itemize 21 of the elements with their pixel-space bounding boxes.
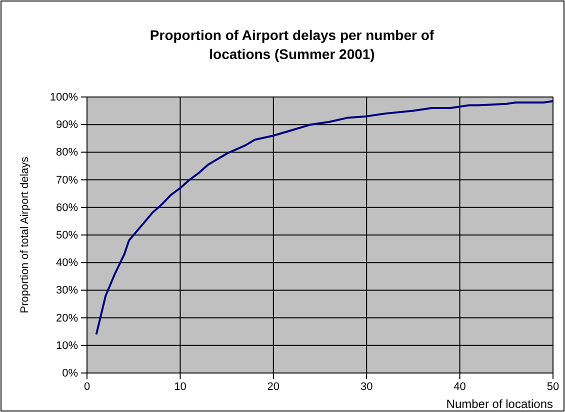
chart-title: Proportion of Airport delays per number of locations (Summer 2001) [150, 27, 434, 62]
x-axis-title: Number of locations [446, 397, 553, 411]
y-tick-label: 90% [56, 119, 78, 132]
x-tick-label: 0 [84, 380, 90, 393]
line-series [95, 100, 554, 336]
y-tick-label: 30% [56, 284, 78, 297]
y-tick-label: 10% [56, 340, 78, 352]
y-tick-label: 70% [56, 174, 78, 186]
x-tick-label: 50 [546, 380, 560, 393]
y-tick-label: 20% [56, 312, 78, 324]
y-tick-label: 40% [56, 257, 78, 270]
x-tick-label: 10 [174, 380, 186, 393]
x-tick-label: 20 [267, 380, 280, 393]
x-tick-label: 40 [454, 380, 466, 393]
y-tick-label: 100% [50, 92, 78, 104]
y-tick-label: 50% [56, 230, 78, 242]
y-axis-title: Proportion of total Airport delays [19, 156, 31, 314]
y-tick-label: 0% [62, 368, 78, 380]
y-tick-label: 60% [56, 202, 78, 214]
x-tick-label: 30 [360, 380, 373, 393]
y-tick-label: 80% [56, 146, 78, 159]
